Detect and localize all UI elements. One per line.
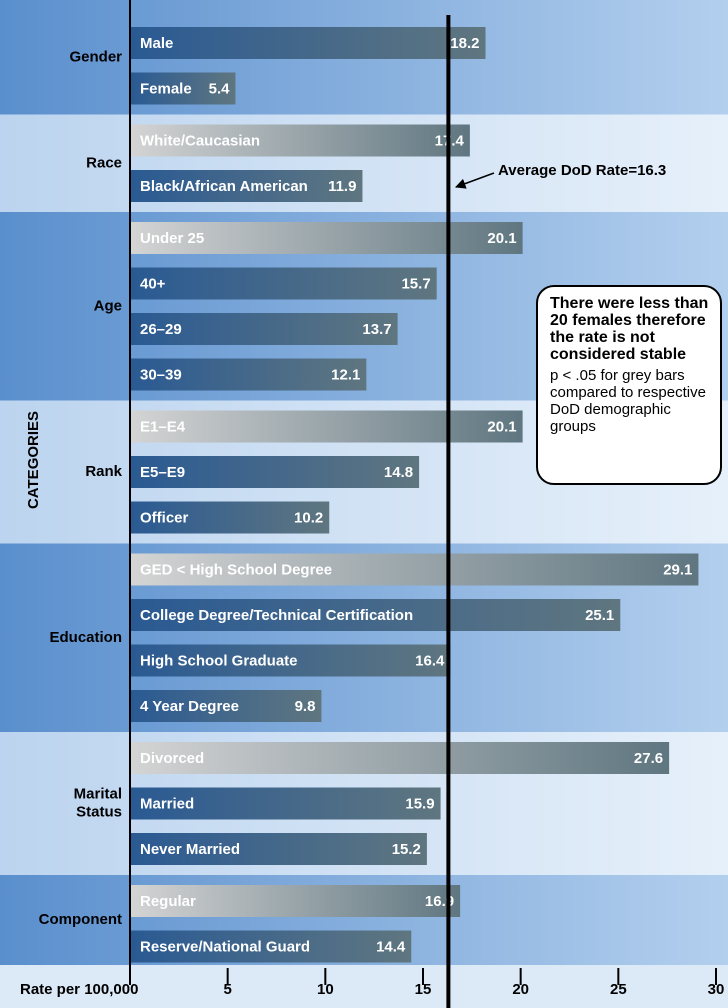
bar-label: High School Graduate: [140, 652, 298, 669]
footnote: p < .05 for grey bars compared to respec…: [550, 367, 706, 435]
bar: [130, 456, 420, 488]
bar-label: White/Caucasian: [140, 132, 260, 149]
bar: [130, 410, 523, 443]
group-label: Gender: [69, 48, 122, 65]
value-label: 14.4: [376, 938, 406, 955]
value-label: 5.4: [209, 80, 231, 97]
bar: [130, 644, 451, 677]
bar-label: E1–E4: [140, 418, 186, 435]
bar-label: 4 Year Degree: [140, 698, 239, 715]
bar-label: Male: [140, 35, 173, 52]
value-label: 15.7: [401, 275, 430, 292]
bar: [130, 833, 427, 865]
bars: Male18.2Female5.4White/Caucasian17.4Blac…: [130, 27, 699, 963]
annotation-arrow: [455, 172, 495, 189]
bar: [130, 690, 322, 722]
bar: [130, 313, 398, 345]
bar-label: Divorced: [140, 750, 204, 767]
group-label: Marital Status: [74, 785, 122, 820]
bar-label: Black/African American: [140, 178, 308, 195]
value-label: 15.9: [405, 795, 434, 812]
bar-label: GED < High School Degree: [140, 561, 332, 578]
value-label: 20.1: [487, 230, 516, 247]
y-axis-label: CATEGORIES: [25, 411, 42, 509]
bar-label: Never Married: [140, 841, 240, 858]
group-label: Race: [86, 154, 122, 171]
bar: [130, 72, 236, 105]
group-label: Component: [39, 911, 122, 928]
bar: [130, 553, 699, 586]
bar-label: Married: [140, 795, 194, 812]
bar-label: Reserve/National Guard: [140, 938, 310, 955]
x-tick-label: 30: [708, 981, 725, 998]
bar: [130, 222, 523, 254]
x-tick-label: 20: [512, 981, 529, 998]
bar: [130, 599, 621, 631]
annotation: Average DoD Rate=16.3: [498, 162, 666, 179]
value-label: 25.1: [585, 607, 614, 624]
bar-label: Officer: [140, 509, 189, 526]
value-label: 14.8: [384, 464, 413, 481]
group-label: Education: [49, 629, 122, 646]
bar-label: Under 25: [140, 230, 204, 247]
value-label: 12.1: [331, 366, 360, 383]
value-label: 13.7: [362, 321, 391, 338]
bar: [130, 742, 670, 774]
value-label: 18.2: [450, 35, 479, 52]
note: There were less than 20 females therefor…: [550, 295, 709, 363]
value-label: 29.1: [663, 561, 692, 578]
bar: [130, 124, 470, 157]
value-label: 10.2: [294, 509, 323, 526]
value-label: 11.9: [328, 178, 356, 195]
bar-label: 30–39: [140, 366, 182, 383]
value-label: 20.1: [487, 418, 516, 435]
x-tick-label: 25: [610, 981, 627, 998]
group-label: Rank: [85, 463, 122, 480]
bar-label: Regular: [140, 893, 196, 910]
value-label: 27.6: [634, 750, 663, 767]
bar: [130, 267, 437, 300]
bar: [130, 930, 412, 963]
bar: [130, 501, 330, 534]
x-tick-label: 10: [317, 981, 334, 998]
x-axis-label: Rate per 100,000: [20, 981, 138, 998]
group-label: Age: [94, 297, 122, 314]
bar: [130, 885, 461, 917]
x-tick-label: 15: [415, 981, 432, 998]
value-label: 9.8: [295, 698, 316, 715]
bar-label: 26–29: [140, 321, 182, 338]
x-tick-label: 5: [223, 981, 231, 998]
bar-label: 40+: [140, 275, 166, 292]
bar: [130, 170, 363, 202]
bar: [130, 358, 367, 391]
bar-label: College Degree/Technical Certification: [140, 607, 413, 624]
bar-label: Female: [140, 80, 192, 97]
bar: [130, 787, 441, 820]
value-label: 15.2: [392, 841, 421, 858]
note-box: There were less than 20 females therefor…: [536, 285, 722, 485]
bar-label: E5–E9: [140, 464, 185, 481]
bar: [130, 27, 486, 59]
value-label: 16.4: [415, 652, 445, 669]
